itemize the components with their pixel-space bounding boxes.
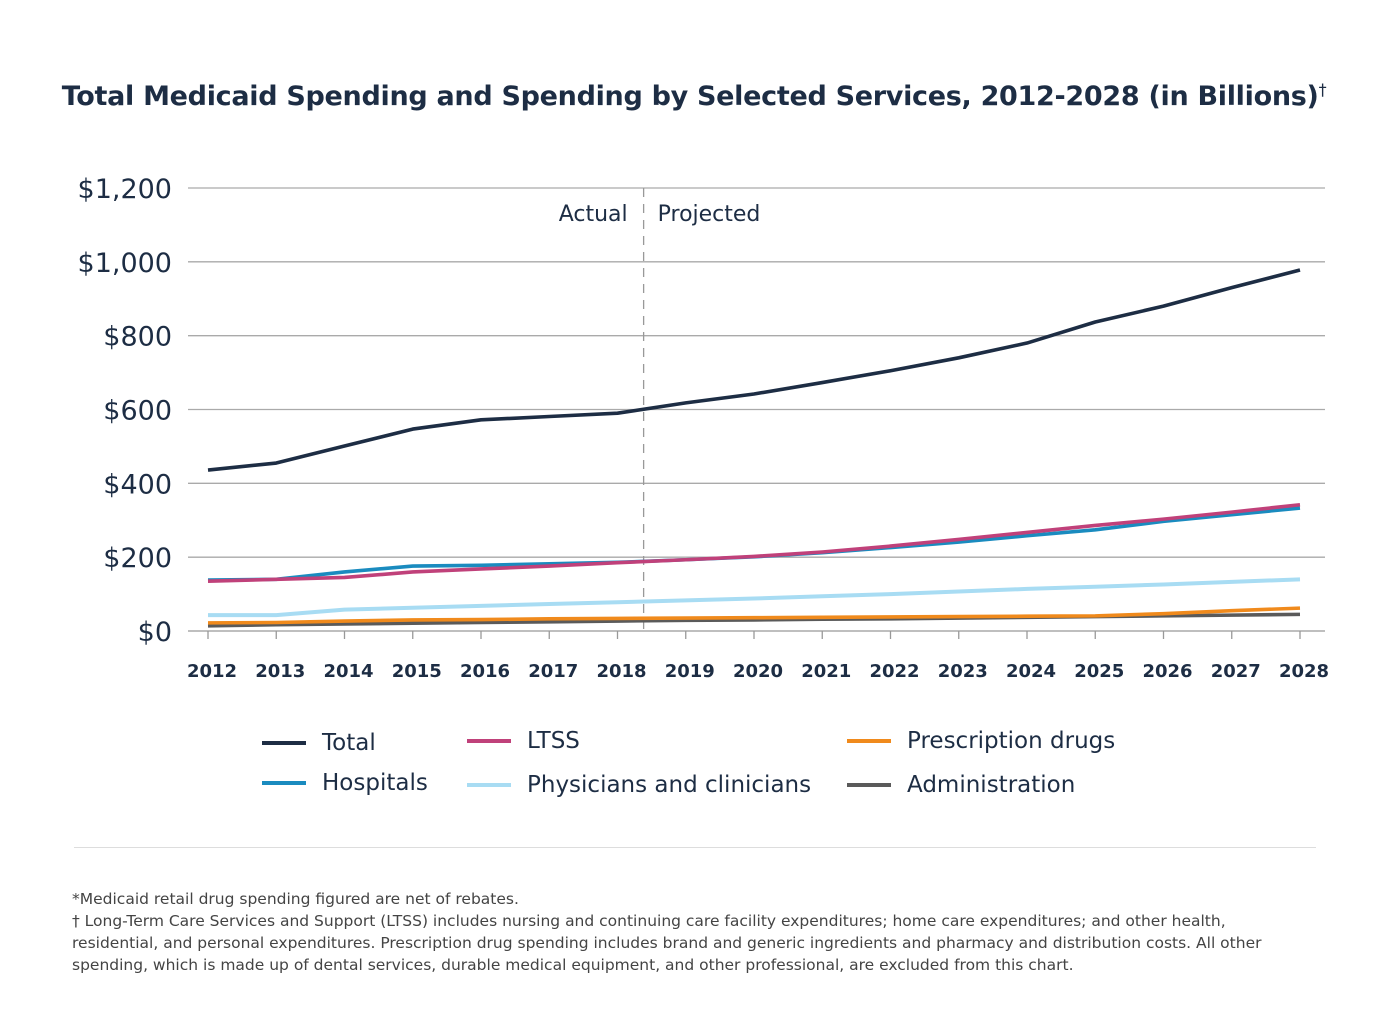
chart-title: Total Medicaid Spending and Spending by … <box>0 80 1388 112</box>
legend-item: Physicians and clinicians <box>467 772 811 798</box>
legend-swatch <box>467 739 511 743</box>
x-tick-label: 2028 <box>1279 661 1329 682</box>
legend-swatch <box>847 739 891 743</box>
y-tick-label: $0 <box>138 617 172 648</box>
x-tick-label: 2019 <box>665 661 715 682</box>
footnote-ltss: † Long-Term Care Services and Support (L… <box>72 912 1262 974</box>
y-tick-label: $800 <box>103 322 172 353</box>
legend-swatch <box>467 783 511 787</box>
legend-label: Physicians and clinicians <box>527 772 812 798</box>
legend-item: Administration <box>847 772 1075 798</box>
legend-swatch <box>262 741 306 745</box>
x-tick-label: 2021 <box>801 661 851 682</box>
x-tick-label: 2022 <box>869 661 919 682</box>
x-tick-label: 2015 <box>392 661 442 682</box>
series-line-total <box>207 268 1301 472</box>
footnotes: *Medicaid retail drug spending figured a… <box>72 888 1312 976</box>
actual-label: Actual <box>559 202 628 227</box>
line-chart: $0 $200 $400 $600 $800 $1,000 $1,200 2012 2013 20… <box>78 174 1330 682</box>
legend-swatch <box>847 783 891 787</box>
divider <box>74 847 1316 848</box>
y-tick-label: $1,000 <box>78 248 172 279</box>
title-footnote-mark: † <box>1318 80 1327 99</box>
series-line-hospitals <box>207 506 1301 582</box>
x-tick-label: 2025 <box>1074 661 1124 682</box>
x-tick-label: 2023 <box>938 661 988 682</box>
x-tick-label: 2012 <box>187 661 237 682</box>
legend-item: Prescription drugs <box>847 728 1115 754</box>
x-tick-label: 2027 <box>1211 661 1261 682</box>
legend-swatch <box>262 781 306 785</box>
legend-label: Total <box>322 730 376 756</box>
x-tick-label: 2013 <box>255 661 305 682</box>
legend-label: Administration <box>907 772 1076 798</box>
legend-item: Hospitals <box>262 770 428 796</box>
x-tick-label: 2026 <box>1142 661 1192 682</box>
projected-label: Projected <box>658 202 761 227</box>
y-tick-label: $600 <box>103 396 172 427</box>
y-tick-label: $200 <box>103 543 172 574</box>
y-tick-label: $400 <box>103 469 172 500</box>
y-tick-label: $1,200 <box>78 174 172 205</box>
series-line-physicians-and-clinicians <box>208 577 1301 618</box>
x-tick-label: 2024 <box>1006 661 1056 682</box>
x-tick-label: 2016 <box>460 661 510 682</box>
x-tick-label: 2020 <box>733 661 783 682</box>
legend-label: Prescription drugs <box>907 728 1116 754</box>
legend-item: LTSS <box>467 728 580 754</box>
series-line-ltss <box>207 502 1301 583</box>
footnote-rebates: *Medicaid retail drug spending figured a… <box>72 890 519 908</box>
x-tick-label: 2014 <box>323 661 373 682</box>
chart-title-text: Total Medicaid Spending and Spending by … <box>61 81 1319 112</box>
legend-label: LTSS <box>527 728 580 754</box>
series-line-prescription-drugs <box>207 606 1301 625</box>
x-tick-label: 2018 <box>596 661 646 682</box>
x-tick-label: 2017 <box>528 661 578 682</box>
legend-label: Hospitals <box>322 770 428 796</box>
legend-item: Total <box>262 730 376 756</box>
